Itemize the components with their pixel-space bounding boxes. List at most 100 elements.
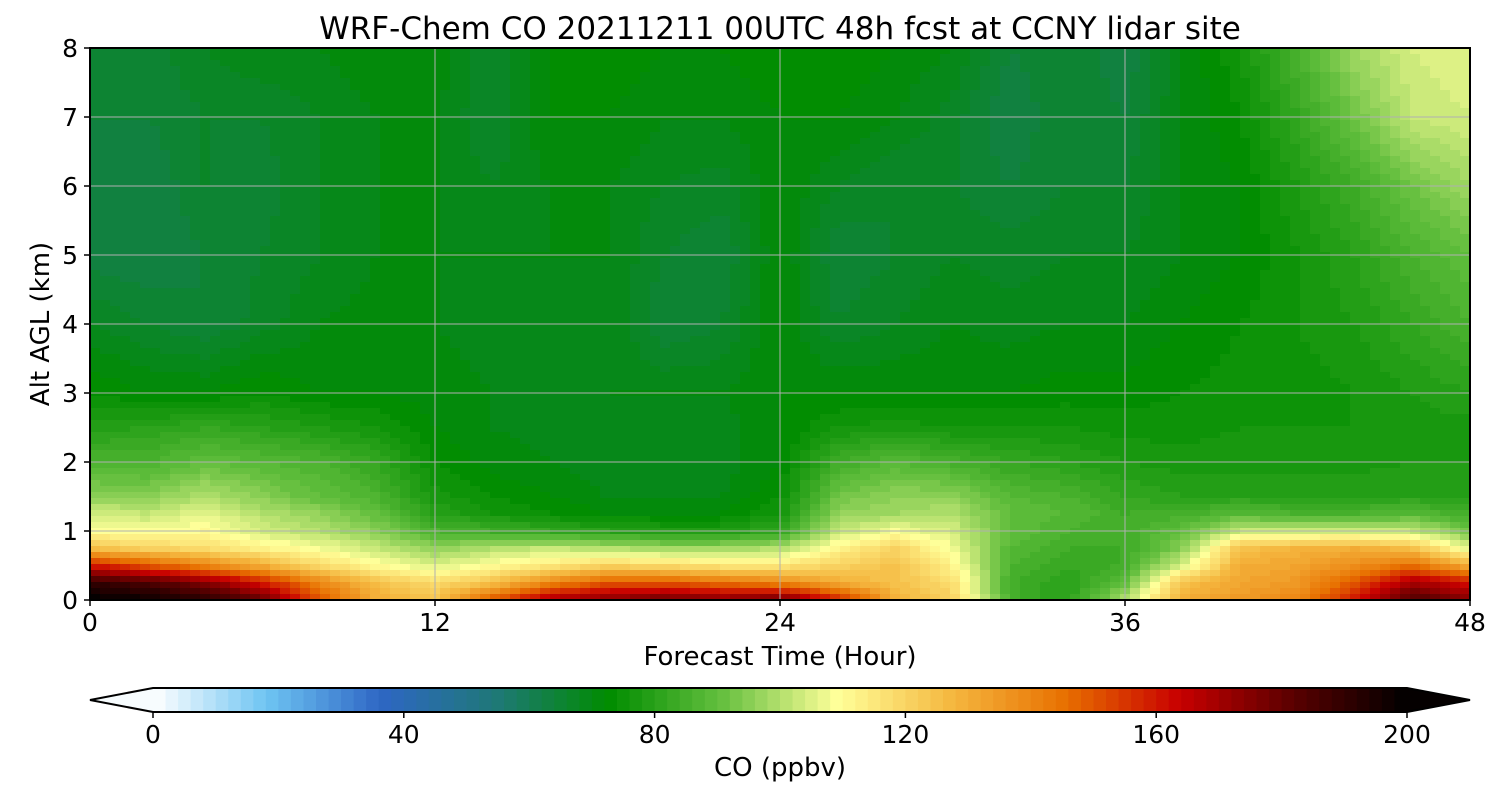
- field-cell: [1100, 234, 1111, 241]
- field-cell: [410, 180, 421, 187]
- field-cell: [610, 186, 621, 193]
- field-cell: [750, 144, 761, 151]
- field-cell: [440, 204, 451, 211]
- field-cell: [170, 258, 181, 265]
- field-cell: [210, 66, 221, 73]
- field-cell: [670, 228, 681, 235]
- field-cell: [540, 120, 551, 127]
- field-cell: [1030, 228, 1041, 235]
- field-cell: [130, 156, 141, 163]
- field-cell: [1220, 204, 1231, 211]
- field-cell: [360, 192, 371, 199]
- field-cell: [360, 228, 371, 235]
- field-cell: [1130, 216, 1141, 223]
- field-cell: [1180, 72, 1191, 79]
- field-cell: [180, 102, 191, 109]
- field-cell: [500, 222, 511, 229]
- field-cell: [1290, 138, 1301, 145]
- field-cell: [490, 180, 501, 187]
- field-cell: [580, 102, 591, 109]
- field-cell: [320, 96, 331, 103]
- field-cell: [1000, 72, 1011, 79]
- field-cell: [1160, 78, 1171, 85]
- field-cell: [270, 174, 281, 181]
- field-cell: [100, 228, 111, 235]
- field-cell: [500, 84, 511, 91]
- field-cell: [1310, 156, 1321, 163]
- field-cell: [320, 240, 331, 247]
- field-cell: [1370, 246, 1381, 253]
- field-cell: [780, 198, 791, 205]
- field-cell: [1450, 108, 1461, 115]
- field-cell: [1140, 240, 1151, 247]
- field-cell: [240, 132, 251, 139]
- field-cell: [800, 132, 811, 139]
- field-cell: [1140, 108, 1151, 115]
- field-cell: [1340, 144, 1351, 151]
- field-cell: [760, 222, 771, 229]
- field-cell: [910, 204, 921, 211]
- field-cell: [1280, 120, 1291, 127]
- field-cell: [200, 246, 211, 253]
- field-cell: [1220, 84, 1231, 91]
- field-cell: [710, 132, 721, 139]
- field-cell: [1290, 66, 1301, 73]
- field-cell: [1420, 150, 1431, 157]
- field-cell: [1270, 84, 1281, 91]
- field-cell: [1230, 246, 1241, 253]
- field-cell: [1260, 48, 1271, 55]
- field-cell: [410, 120, 421, 127]
- field-cell: [120, 138, 131, 145]
- field-cell: [270, 150, 281, 157]
- field-cell: [880, 96, 891, 103]
- field-cell: [260, 54, 271, 61]
- field-cell: [1290, 90, 1301, 97]
- field-cell: [730, 234, 741, 241]
- field-cell: [1090, 234, 1101, 241]
- field-cell: [250, 132, 261, 139]
- field-cell: [440, 120, 451, 127]
- field-cell: [660, 96, 671, 103]
- field-cell: [1320, 84, 1331, 91]
- field-cell: [1180, 96, 1191, 103]
- field-cell: [510, 186, 521, 193]
- field-cell: [330, 156, 341, 163]
- field-cell: [340, 198, 351, 205]
- field-cell: [110, 96, 121, 103]
- field-cell: [450, 72, 461, 79]
- field-cell: [230, 84, 241, 91]
- field-cell: [1130, 108, 1141, 115]
- field-cell: [670, 258, 681, 265]
- field-cell: [280, 180, 291, 187]
- field-cell: [1110, 192, 1121, 199]
- field-cell: [740, 216, 751, 223]
- field-cell: [1240, 150, 1251, 157]
- field-cell: [660, 198, 671, 205]
- field-cell: [580, 54, 591, 61]
- field-cell: [1090, 84, 1101, 91]
- field-cell: [130, 192, 141, 199]
- field-cell: [1360, 186, 1371, 193]
- field-cell: [1370, 198, 1381, 205]
- field-cell: [940, 48, 951, 55]
- field-cell: [810, 180, 821, 187]
- field-cell: [1340, 216, 1351, 223]
- field-cell: [920, 204, 931, 211]
- field-cell: [440, 144, 451, 151]
- field-cell: [530, 138, 541, 145]
- field-cell: [1390, 90, 1401, 97]
- field-cell: [650, 258, 661, 265]
- field-cell: [680, 210, 691, 217]
- field-cell: [590, 90, 601, 97]
- field-cell: [290, 156, 301, 163]
- field-cell: [610, 96, 621, 103]
- field-cell: [780, 240, 791, 247]
- field-cell: [1260, 54, 1271, 61]
- field-cell: [1150, 102, 1161, 109]
- field-cell: [200, 216, 211, 223]
- field-cell: [590, 168, 601, 175]
- field-cell: [210, 234, 221, 241]
- field-cell: [1410, 180, 1421, 187]
- field-cell: [1070, 60, 1081, 67]
- field-cell: [1010, 138, 1021, 145]
